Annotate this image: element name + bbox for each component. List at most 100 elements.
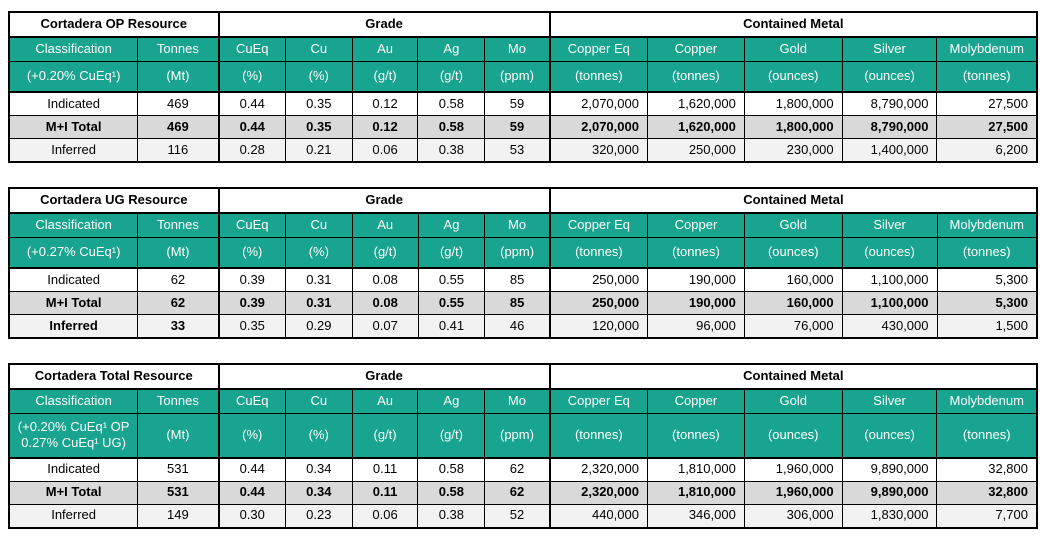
data-cell-molybdenum: 32,800	[936, 480, 1038, 505]
data-cell-copper-eq: 2,320,000	[549, 457, 648, 482]
data-cell-au: 0.08	[351, 267, 419, 292]
group-header-row: Cortadera OP Resource Grade Contained Meta…	[8, 11, 1038, 38]
grade-group-header: Grade	[218, 363, 551, 390]
column-header-copper-eq: Copper Eq	[549, 388, 648, 414]
units-copper-eq: (tonnes)	[549, 61, 648, 93]
column-header-au: Au	[351, 388, 419, 414]
data-cell-cueq: 0.39	[218, 291, 286, 315]
data-cell-cu: 0.23	[284, 503, 353, 528]
row-label-cell: Inferred	[8, 138, 139, 163]
data-cell-copper: 190,000	[647, 291, 745, 315]
data-cell-copper: 1,810,000	[646, 457, 745, 482]
units-classification: (+0.27% CuEq¹)	[8, 237, 139, 269]
data-cell-tonnes: 33	[137, 314, 220, 339]
data-cell-tonnes: 62	[137, 267, 220, 292]
data-cell-copper-eq: 250,000	[549, 267, 649, 292]
data-cell-gold: 1,960,000	[743, 480, 843, 505]
data-cell-copper-eq: 2,320,000	[549, 480, 648, 505]
units-cu: (%)	[284, 61, 353, 93]
data-cell-copper-eq: 320,000	[549, 138, 648, 163]
group-header-row: Cortadera Total Resource Grade Contained M…	[8, 363, 1038, 390]
row-label-cell: Inferred	[8, 314, 139, 339]
data-cell-ag: 0.55	[417, 291, 486, 315]
units-classification: (+0.20% CuEq¹)	[8, 61, 139, 93]
column-header-tonnes: Tonnes	[137, 212, 220, 238]
data-cell-silver: 8,790,000	[841, 91, 938, 116]
data-cell-tonnes: 469	[137, 115, 220, 139]
data-cell-au: 0.06	[351, 503, 419, 528]
column-header-molybdenum: Molybdenum	[936, 212, 1038, 238]
group-header-row: Cortadera UG Resource Grade Contained Meta…	[8, 187, 1038, 214]
units-mo: (ppm)	[484, 413, 551, 459]
data-cell-silver: 9,890,000	[841, 457, 938, 482]
data-cell-silver: 9,890,000	[841, 480, 938, 505]
column-header-ag: Ag	[417, 36, 486, 62]
table-cortadera-total: Cortadera Total Resource Grade Contained M…	[8, 363, 1038, 529]
column-header-row: Classification Tonnes CuEq Cu Au Ag Mo Copper E…	[8, 388, 1038, 414]
data-cell-copper: 1,620,000	[646, 91, 745, 116]
column-header-cu: Cu	[284, 388, 353, 414]
contained-metal-group-header: Contained Metal	[549, 363, 1038, 390]
units-cu: (%)	[284, 237, 353, 269]
column-header-molybdenum: Molybdenum	[936, 36, 1038, 62]
data-cell-mo: 62	[484, 480, 551, 505]
column-header-cu: Cu	[284, 36, 353, 62]
units-ag: (g/t)	[417, 237, 486, 269]
data-cell-cu: 0.34	[284, 480, 353, 505]
column-header-gold: Gold	[743, 212, 843, 238]
column-header-copper: Copper	[647, 212, 745, 238]
data-cell-mo: 59	[484, 91, 551, 116]
units-ag: (g/t)	[417, 413, 486, 459]
units-ag: (g/t)	[417, 61, 486, 93]
row-label-cell: Inferred	[8, 503, 139, 528]
data-cell-copper-eq: 120,000	[549, 314, 649, 339]
data-cell-mo: 53	[484, 138, 551, 163]
data-cell-ag: 0.58	[417, 480, 486, 505]
data-cell-molybdenum: 32,800	[936, 457, 1038, 482]
data-cell-molybdenum: 7,700	[936, 503, 1038, 528]
data-cell-molybdenum: 5,300	[936, 267, 1038, 292]
data-cell-au: 0.12	[351, 91, 419, 116]
data-cell-mo: 85	[484, 267, 551, 292]
data-cell-copper: 250,000	[646, 138, 745, 163]
units-tonnes: (Mt)	[137, 413, 220, 459]
data-cell-au: 0.07	[351, 314, 419, 339]
data-cell-ag: 0.38	[417, 138, 486, 163]
table-cortadera-op: Cortadera OP Resource Grade Contained Meta…	[8, 11, 1038, 163]
row-label-cell: Indicated	[8, 91, 139, 116]
units-copper: (tonnes)	[646, 413, 745, 459]
data-cell-ag: 0.55	[417, 267, 486, 292]
data-cell-cueq: 0.28	[218, 138, 286, 163]
data-cell-cueq: 0.44	[218, 91, 286, 116]
data-cell-copper-eq: 2,070,000	[549, 91, 648, 116]
data-cell-au: 0.11	[351, 480, 419, 505]
data-cell-tonnes: 116	[137, 138, 220, 163]
data-cell-cu: 0.35	[284, 91, 353, 116]
data-cell-copper: 1,810,000	[646, 480, 745, 505]
data-cell-copper: 1,620,000	[646, 115, 745, 139]
data-cell-molybdenum: 6,200	[936, 138, 1038, 163]
units-tonnes: (Mt)	[137, 61, 220, 93]
column-header-tonnes: Tonnes	[137, 388, 220, 414]
column-header-cu: Cu	[284, 212, 353, 238]
data-cell-molybdenum: 5,300	[936, 291, 1038, 315]
column-header-mo: Mo	[484, 212, 551, 238]
row-inferred: Inferred 149 0.30 0.23 0.06 0.38 52 440,000 346,…	[8, 503, 1038, 528]
data-cell-mo: 62	[484, 457, 551, 482]
column-header-cueq: CuEq	[218, 212, 286, 238]
column-header-cueq: CuEq	[218, 388, 286, 414]
data-cell-mo: 46	[484, 314, 551, 339]
row-inferred: Inferred 116 0.28 0.21 0.06 0.38 53 320,000 250,…	[8, 138, 1038, 163]
column-header-classification: Classification	[8, 388, 139, 414]
units-mo: (ppm)	[484, 61, 551, 93]
column-header-copper: Copper	[646, 388, 745, 414]
data-cell-tonnes: 149	[137, 503, 220, 528]
units-gold: (ounces)	[743, 237, 843, 269]
data-cell-au: 0.06	[351, 138, 419, 163]
column-header-ag: Ag	[417, 212, 486, 238]
data-cell-cu: 0.31	[284, 267, 353, 292]
units-au: (g/t)	[351, 413, 419, 459]
data-cell-ag: 0.41	[417, 314, 486, 339]
data-cell-cu: 0.35	[284, 115, 353, 139]
